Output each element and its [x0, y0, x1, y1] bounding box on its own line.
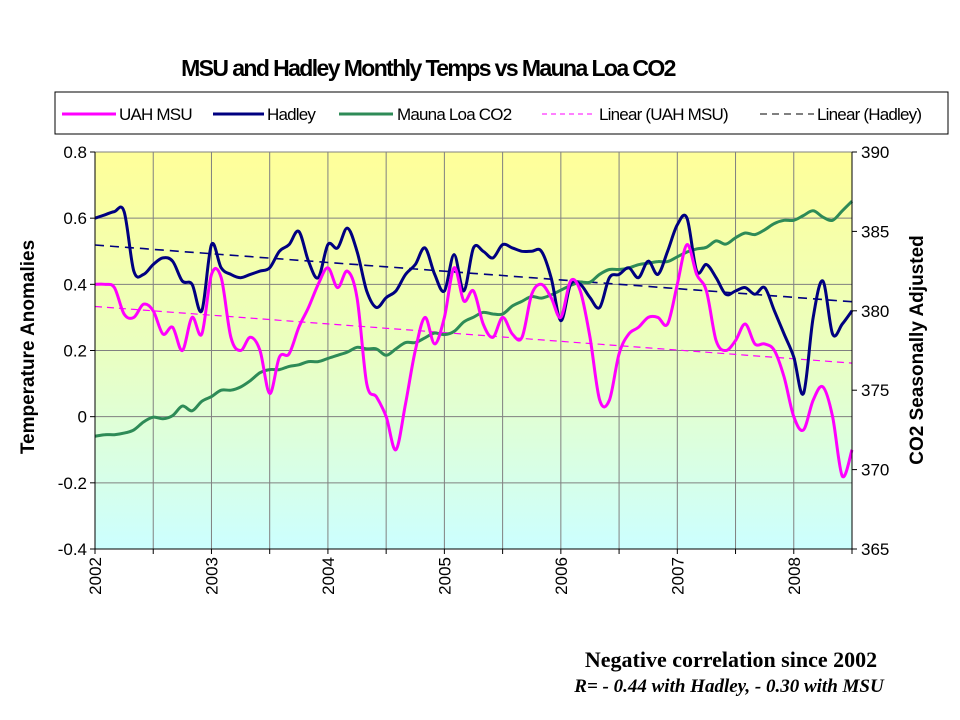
- series-uah-msu: [94, 243, 854, 479]
- x-tick-label: 2006: [552, 557, 571, 595]
- y2-tick-label: 380: [861, 302, 889, 321]
- y2-tick-label: 365: [861, 540, 889, 559]
- series-mauna-loa-co2: [94, 200, 854, 438]
- legend-label-uah: UAH MSU: [119, 105, 192, 124]
- legend-label-hadley: Hadley: [267, 105, 316, 124]
- legend: UAH MSU Hadley Mauna Loa CO2 Linear (UAH…: [54, 91, 949, 135]
- y2-tick-label: 375: [861, 381, 889, 400]
- axes: -0.4 -0.2 0 0.2 0.4 0.6 0.8 2002 2003 2004 2005 200…: [58, 143, 890, 595]
- chart-title: MSU and Hadley Monthly Temps vs Mauna Lo…: [181, 55, 676, 81]
- y-tick-label: 0.4: [63, 275, 87, 294]
- legend-box: [54, 91, 949, 135]
- y-tick-label: 0.2: [63, 342, 87, 361]
- x-tick-label: 2003: [202, 557, 221, 595]
- y-tick-label: 0: [78, 408, 87, 427]
- series-group: [94, 200, 854, 479]
- legend-label-linear-uah: Linear (UAH MSU): [599, 105, 728, 124]
- x-tick-label: 2008: [785, 557, 804, 595]
- y-tick-label: -0.2: [58, 474, 87, 493]
- y-tick-label: 0.6: [63, 209, 87, 228]
- y2-tick-label: 385: [861, 222, 889, 241]
- trendline-uah-msu: [94, 305, 853, 364]
- x-tick-label: 2002: [86, 557, 105, 595]
- legend-label-co2: Mauna Loa CO2: [397, 105, 512, 124]
- y-tick-label: 0.8: [63, 143, 87, 162]
- legend-label-linear-hadley: Linear (Hadley): [817, 105, 921, 124]
- y2-axis-label: CO2 Seasonally Adjusted: [907, 235, 928, 464]
- y2-tick-label: 390: [861, 143, 889, 162]
- annotation-correlation: R= - 0.44 with Hadley, - 0.30 with MSU: [573, 676, 885, 697]
- y2-tick-label: 370: [861, 461, 889, 480]
- y-tick-label: -0.4: [58, 540, 87, 559]
- annotation-title: Negative correlation since 2002: [585, 647, 877, 672]
- x-tick-label: 2004: [319, 557, 338, 595]
- x-tick-label: 2007: [668, 557, 687, 595]
- y-axis-label: Temperature Anomalies: [18, 240, 39, 454]
- x-tick-label: 2005: [435, 557, 454, 595]
